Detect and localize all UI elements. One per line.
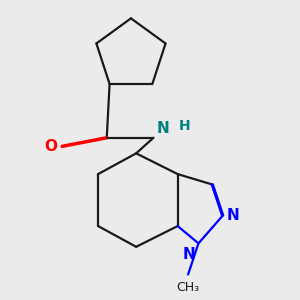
Text: N: N xyxy=(183,247,196,262)
Text: N: N xyxy=(227,208,240,223)
Text: H: H xyxy=(178,118,190,133)
Text: N: N xyxy=(156,121,169,136)
Text: CH₃: CH₃ xyxy=(176,281,200,294)
Text: O: O xyxy=(45,139,58,154)
